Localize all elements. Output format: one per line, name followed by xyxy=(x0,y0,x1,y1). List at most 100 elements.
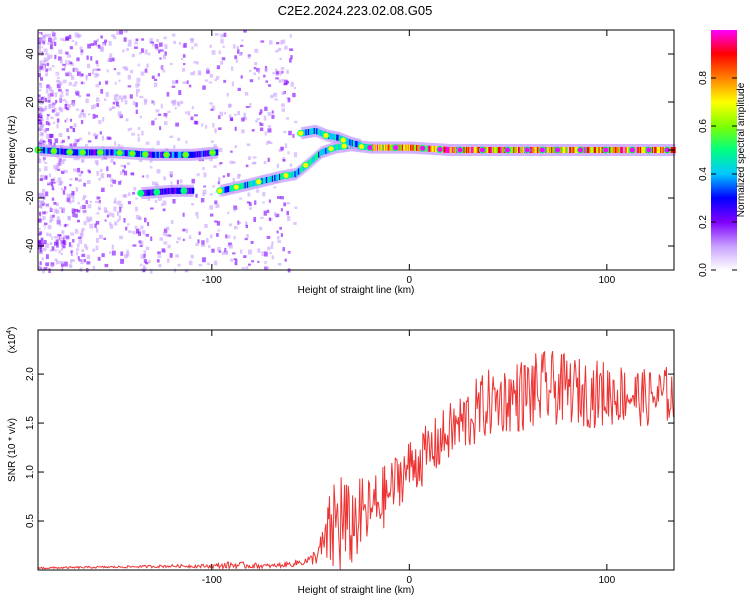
spectrogram-ytick-label: 40 xyxy=(25,48,36,60)
spectrogram-noise-cell xyxy=(287,97,291,103)
spectrogram-noise-cell xyxy=(200,198,205,203)
spectrogram-noise-cell xyxy=(77,236,82,240)
spectrogram-noise-cell xyxy=(269,217,273,221)
spectrogram-noise-cell xyxy=(202,193,206,197)
spectrogram-noise-cell xyxy=(280,233,284,237)
spectrogram-noise-cell xyxy=(95,84,99,88)
spectrogram-noise-cell xyxy=(66,130,70,133)
spectrogram-noise-cell xyxy=(119,114,123,119)
spectrogram-noise-cell xyxy=(237,49,240,54)
spectrogram-noise-cell xyxy=(52,94,56,100)
spectrogram-noise-cell xyxy=(292,92,296,98)
spectrogram-noise-cell xyxy=(76,57,80,62)
spectrogram-noise-cell xyxy=(144,217,147,223)
spectrogram-noise-cell xyxy=(250,240,254,244)
spectrogram-noise-cell xyxy=(120,164,125,168)
spectrogram-noise-cell xyxy=(268,199,271,203)
spectrogram-noise-cell xyxy=(221,57,226,61)
spectrogram-noise-cell xyxy=(38,94,41,98)
spectrogram-noise-cell xyxy=(71,75,75,80)
spectrogram-noise-cell xyxy=(86,180,91,184)
spectrogram-noise-cell xyxy=(104,263,109,268)
spectrogram-noise-cell xyxy=(135,228,139,234)
spectrogram-noise-cell xyxy=(144,174,147,177)
spectrogram-noise-cell xyxy=(275,213,280,218)
spectrogram-noise-cell xyxy=(103,207,108,213)
spectrogram-noise-cell xyxy=(72,67,75,72)
spectrogram-noise-cell xyxy=(213,165,217,169)
spectrogram-noise-cell xyxy=(271,114,275,119)
spectrogram-ridge-cell xyxy=(191,187,195,194)
spectrogram-panel: -100 0 100 -40 -20 0 20 40 Height of straight l… xyxy=(7,29,676,296)
spectrogram-noise-cell xyxy=(176,179,180,185)
spectrogram-noise-cell xyxy=(263,204,267,210)
spectrogram-noise-cell xyxy=(53,202,57,205)
spectrogram-noise-cell xyxy=(162,54,167,60)
spectrogram-noise-cell xyxy=(119,30,123,35)
spectrogram-noise-cell xyxy=(71,208,76,214)
spectrogram-noise-cell xyxy=(58,266,62,271)
spectrogram-peak-blob xyxy=(163,151,170,159)
spectrogram-noise-cell xyxy=(132,224,136,229)
spectrogram-noise-cell xyxy=(47,33,51,37)
spectrogram-noise-cell xyxy=(139,244,143,248)
spectrogram-noise-cell xyxy=(240,75,243,79)
spectrogram-noise-cell xyxy=(45,243,49,249)
spectrogram-noise-cell xyxy=(142,230,146,235)
spectrogram-noise-cell xyxy=(119,171,123,175)
spectrogram-noise-cell xyxy=(167,244,171,249)
spectrogram-noise-cell xyxy=(83,182,86,187)
spectrogram-noise-cell xyxy=(49,215,53,218)
spectrogram-noise-cell xyxy=(281,91,286,95)
spectrogram-noise-cell xyxy=(148,52,151,56)
spectrogram-noise-cell xyxy=(286,80,290,84)
spectrogram-noise-cell xyxy=(46,84,50,89)
spectrogram-noise-cell xyxy=(285,249,289,254)
spectrogram-noise-cell xyxy=(96,63,99,67)
spectrogram-noise-cell xyxy=(181,57,184,61)
spectrogram-noise-cell xyxy=(94,135,98,140)
spectrogram-noise-cell xyxy=(58,56,62,61)
spectrogram-noise-cell xyxy=(47,182,51,186)
spectrogram-noise-cell xyxy=(51,65,55,68)
spectrogram-noise-cell xyxy=(251,162,256,165)
spectrogram-peak-blob xyxy=(66,148,74,156)
spectrogram-noise-cell xyxy=(236,46,239,50)
spectrogram-noise-cell xyxy=(226,157,229,162)
spectrogram-noise-cell xyxy=(63,224,66,228)
spectrogram-noise-cell xyxy=(62,245,66,249)
spectrogram-noise-cell xyxy=(63,208,67,214)
spectrogram-noise-cell xyxy=(38,240,42,246)
spectrogram-noise-cell xyxy=(248,202,252,207)
spectrogram-noise-cell xyxy=(80,260,84,265)
spectrogram-noise-cell xyxy=(235,59,239,63)
spectrogram-noise-cell xyxy=(195,242,199,247)
spectrogram-noise-cell xyxy=(181,256,186,260)
spectrogram-noise-cell xyxy=(51,214,55,218)
spectrogram-noise-cell xyxy=(208,245,211,248)
spectrogram-noise-cell xyxy=(260,123,264,126)
spectrogram-noise-cell xyxy=(160,65,164,70)
spectrogram-noise-cell xyxy=(277,240,281,243)
spectrogram-noise-cell xyxy=(288,130,292,136)
spectrogram-noise-cell xyxy=(216,221,221,226)
spectrogram-noise-cell xyxy=(183,42,187,48)
spectrogram-noise-cell xyxy=(41,108,44,113)
spectrogram-noise-cell xyxy=(201,123,204,127)
spectrogram-noise-cell xyxy=(56,65,59,71)
spectrogram-noise-cell xyxy=(76,251,79,256)
spectrogram-noise-cell xyxy=(101,187,105,193)
spectrogram-noise-cell xyxy=(127,192,131,197)
spectrogram-noise-cell xyxy=(53,73,58,77)
spectrogram-peak-blob xyxy=(358,143,365,151)
spectrogram-noise-cell xyxy=(92,248,96,252)
spectrogram-noise-cell xyxy=(143,254,146,259)
spectrogram-noise-cell xyxy=(259,122,262,126)
spectrogram-noise-cell xyxy=(178,42,182,45)
spectrogram-noise-cell xyxy=(80,111,84,116)
spectrogram-noise-cell xyxy=(193,165,197,168)
spectrogram-noise-cell xyxy=(46,114,50,117)
spectrogram-noise-cell xyxy=(228,114,232,119)
spectrogram-noise-cell xyxy=(137,63,140,67)
spectrogram-noise-cell xyxy=(290,55,293,60)
